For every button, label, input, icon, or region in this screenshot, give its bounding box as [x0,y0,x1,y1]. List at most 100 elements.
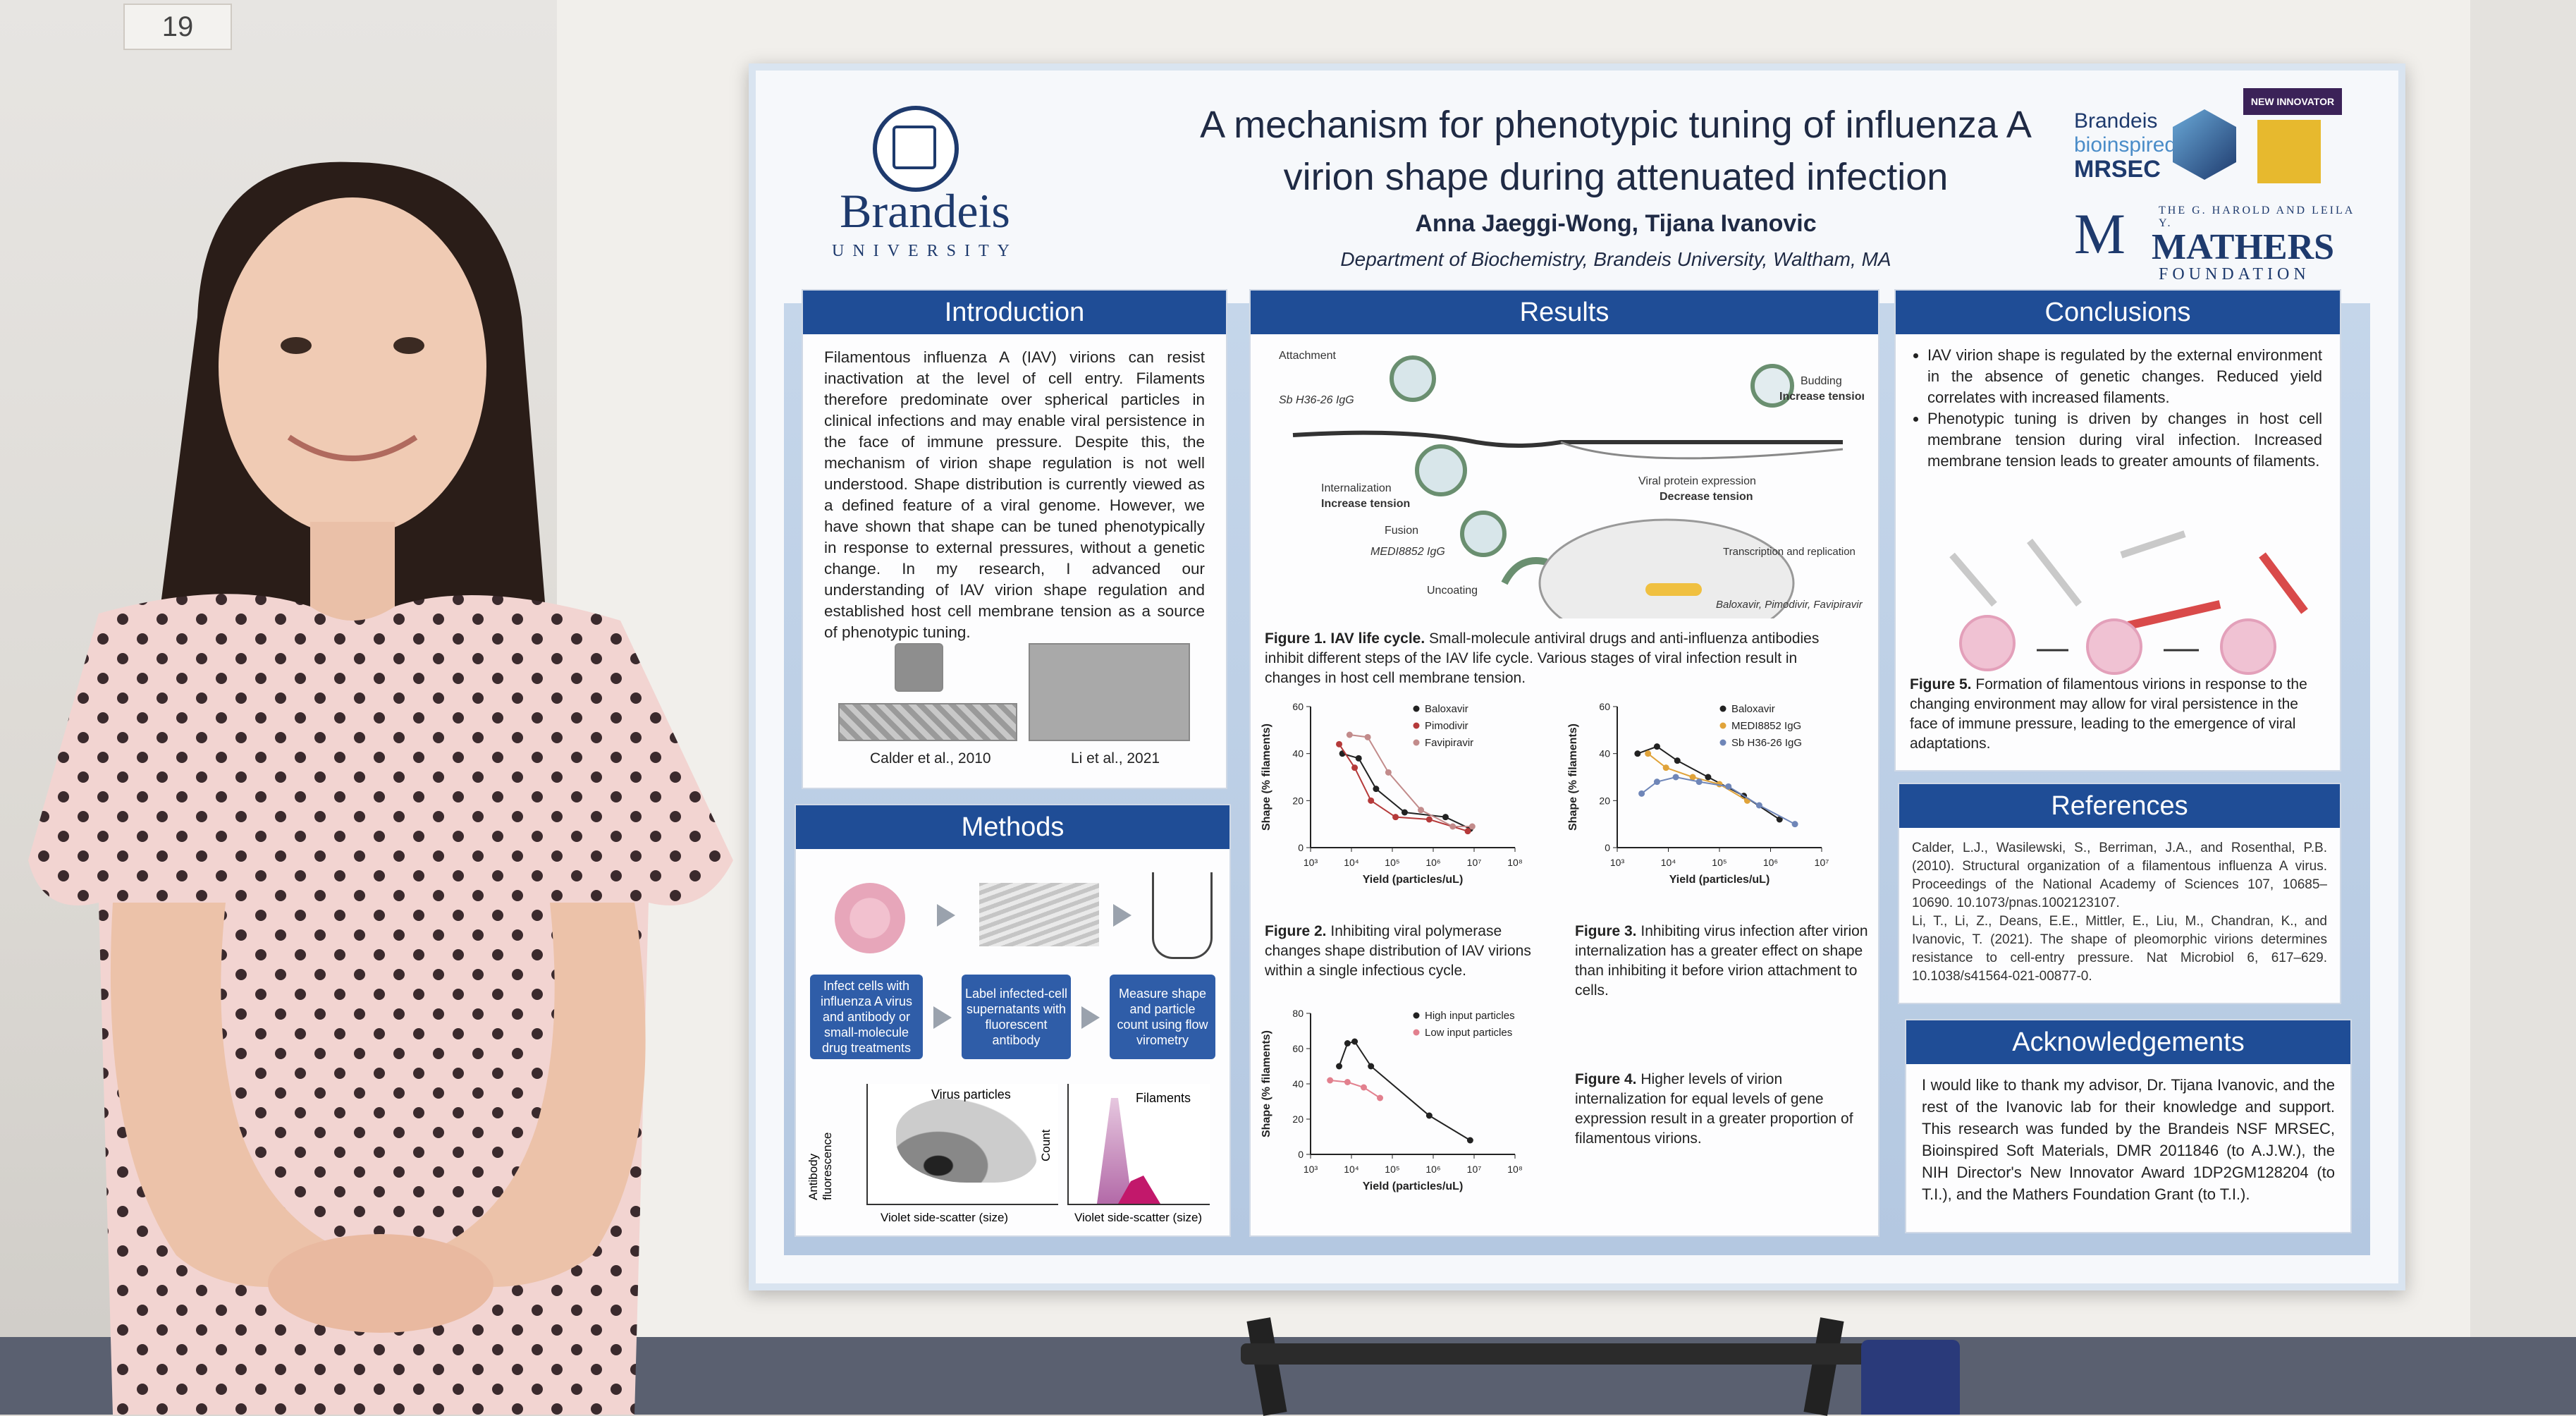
figure-4-text: Higher levels of virion internalization … [1575,1071,1853,1147]
label-budding-effect: Increase tension [1779,391,1864,403]
data-point [1653,779,1660,786]
figure-3-text: Inhibiting virus infection after virion … [1575,923,1868,999]
arrow-icon [1113,904,1131,927]
figure-3-label: Figure 3. [1575,923,1637,939]
data-point [1442,814,1449,821]
rna-icon [1645,583,1702,596]
figure-5-caption: Figure 5. Formation of filamentous virio… [1910,675,2326,754]
figure-4-label: Figure 4. [1575,1071,1637,1087]
title-line-2: virion shape during attenuated infection [1283,156,1949,198]
mrsec-logo: Brandeis bioinspired MRSEC [2074,109,2176,183]
legend-label: Baloxavir [1731,703,1775,715]
poster-title: A mechanism for phenotypic tuning of inf… [1052,99,2180,203]
x-tick-label: 10⁶ [1425,1164,1440,1175]
legend-marker [1413,1012,1420,1019]
flow-cytometer-icon [1152,872,1213,959]
data-point [1385,769,1392,776]
conclusions-list: IAV virion shape is regulated by the ext… [1896,345,2322,472]
label-fusion: Fusion [1385,525,1418,537]
brandeis-university-text: UNIVERSITY [832,242,1018,260]
mathers-foundation-logo: THE G. HAROLD AND LEILA Y. MATHERS FOUND… [2074,205,2356,284]
data-point [1418,807,1425,814]
data-point [1634,750,1641,757]
smile [287,434,418,461]
methods-heading: Methods [796,805,1229,849]
data-point [1377,1094,1384,1101]
figure-4-chart: 10³ 10⁴ 10⁵ 10⁶ 10⁷ 10⁸ 0 20 40 60 80 Yield (partic… [1261,1008,1523,1192]
results-section: Results Attachment Sb H36-26 IgG Interna… [1249,289,1879,1237]
data-point [1662,764,1669,771]
figure-1-label: Figure 1. IAV life cycle. [1265,630,1425,647]
x-tick-label: 10⁷ [1815,857,1829,868]
reference-1: Calder, L.J., Wasilewski, S., Berriman, … [1912,841,2327,910]
method-step-3: Measure shape and particle count using f… [1110,975,1215,1059]
x-tick-label: 10⁶ [1425,857,1440,868]
adapted-filament-icon [2259,552,2308,614]
references-list: Calder, L.J., Wasilewski, S., Berriman, … [1912,839,2327,986]
y-tick-label: 20 [1599,795,1610,806]
legend-label: Baloxavir [1425,703,1468,715]
legend-marker [1413,705,1420,712]
data-point [1336,740,1343,747]
new-innovator-badge: NEW INNOVATOR [2243,88,2342,115]
y-tick-label: 20 [1292,1113,1304,1125]
results-heading: Results [1251,291,1878,334]
data-point [1695,779,1703,786]
data-point [1653,743,1660,750]
label-attachment: Attachment [1279,350,1336,362]
budding-virion-icon [1750,364,1794,408]
virion-micrograph-small [895,643,943,692]
data-point [1689,774,1696,781]
y-tick-label: 80 [1292,1008,1304,1019]
new-innovator-logo-icon [2257,120,2321,183]
data-point [1791,821,1798,828]
flow-scatter-plot: Virus particles [866,1084,1058,1205]
presenter-person [28,161,733,1415]
booth-number-card: 19 [123,4,232,50]
figure-2-label: Figure 2. [1265,923,1327,939]
data-point [1449,823,1456,830]
flow-plot-1-ylabel: Antibody fluorescence [806,1132,834,1200]
easel-crossbar [1241,1343,1875,1365]
figure-3-caption: Figure 3. Inhibiting virus infection aft… [1575,922,1871,1001]
y-axis-label: Shape (% filaments) [1261,1030,1272,1137]
label-internalization-effect: Increase tension [1321,498,1410,510]
x-tick-label: 10⁴ [1344,1164,1359,1175]
y-tick-label: 0 [1298,1149,1304,1160]
label-budding: Budding [1801,375,1842,387]
references-heading: References [1899,784,2340,828]
host-cell-icon [2220,618,2276,675]
method-step-1: Infect cells with influenza A virus and … [810,975,923,1059]
arrow-icon [933,1006,952,1029]
host-cell-icon [2086,618,2142,675]
conclusion-bullet-1: IAV virion shape is regulated by the ext… [1927,345,2322,408]
legend-label: Low input particles [1425,1027,1512,1039]
right-arm [437,903,646,1287]
acknowledgements-section: Acknowledgements I would like to thank m… [1905,1019,2352,1233]
label-protein-expression: Viral protein expression [1638,475,1756,487]
x-tick-label: 10³ [1304,1164,1318,1175]
iav-lifecycle-diagram: Attachment Sb H36-26 IgG Internalization… [1279,350,1864,618]
figure-5-diagram [1949,530,2308,675]
poster-authors: Anna Jaeggi-Wong, Tijana Ivanovic [1415,210,1817,237]
data-point [1368,1063,1375,1070]
virion-fusion-icon [1460,511,1507,557]
poster-department: Department of Biochemistry, Brandeis Uni… [1340,248,1891,270]
nucleus-icon [1538,518,1795,618]
x-tick-label: 10⁷ [1467,1164,1482,1175]
mathers-small-text: THE G. HAROLD AND LEILA Y. [2159,205,2355,229]
filament-icon [1949,552,1997,607]
virions-icon [979,883,1099,946]
conclusions-section: Conclusions IAV virion shape is regulate… [1894,289,2341,771]
x-axis-label: Yield (particles/uL) [1363,1180,1464,1192]
legend-marker [1719,705,1726,712]
figure-2-text: Inhibiting viral polymerase changes shap… [1265,923,1531,979]
filament-micrograph [838,703,1017,741]
flow-plot-2-ylabel: Count [1039,1129,1053,1161]
y-tick-label: 0 [1605,842,1610,853]
host-cell-icon [1959,615,2016,671]
data-point [1344,1079,1351,1085]
cell-cluster-icon [835,883,905,953]
legend-label: Favipiravir [1425,737,1473,749]
data-point [1645,750,1652,757]
